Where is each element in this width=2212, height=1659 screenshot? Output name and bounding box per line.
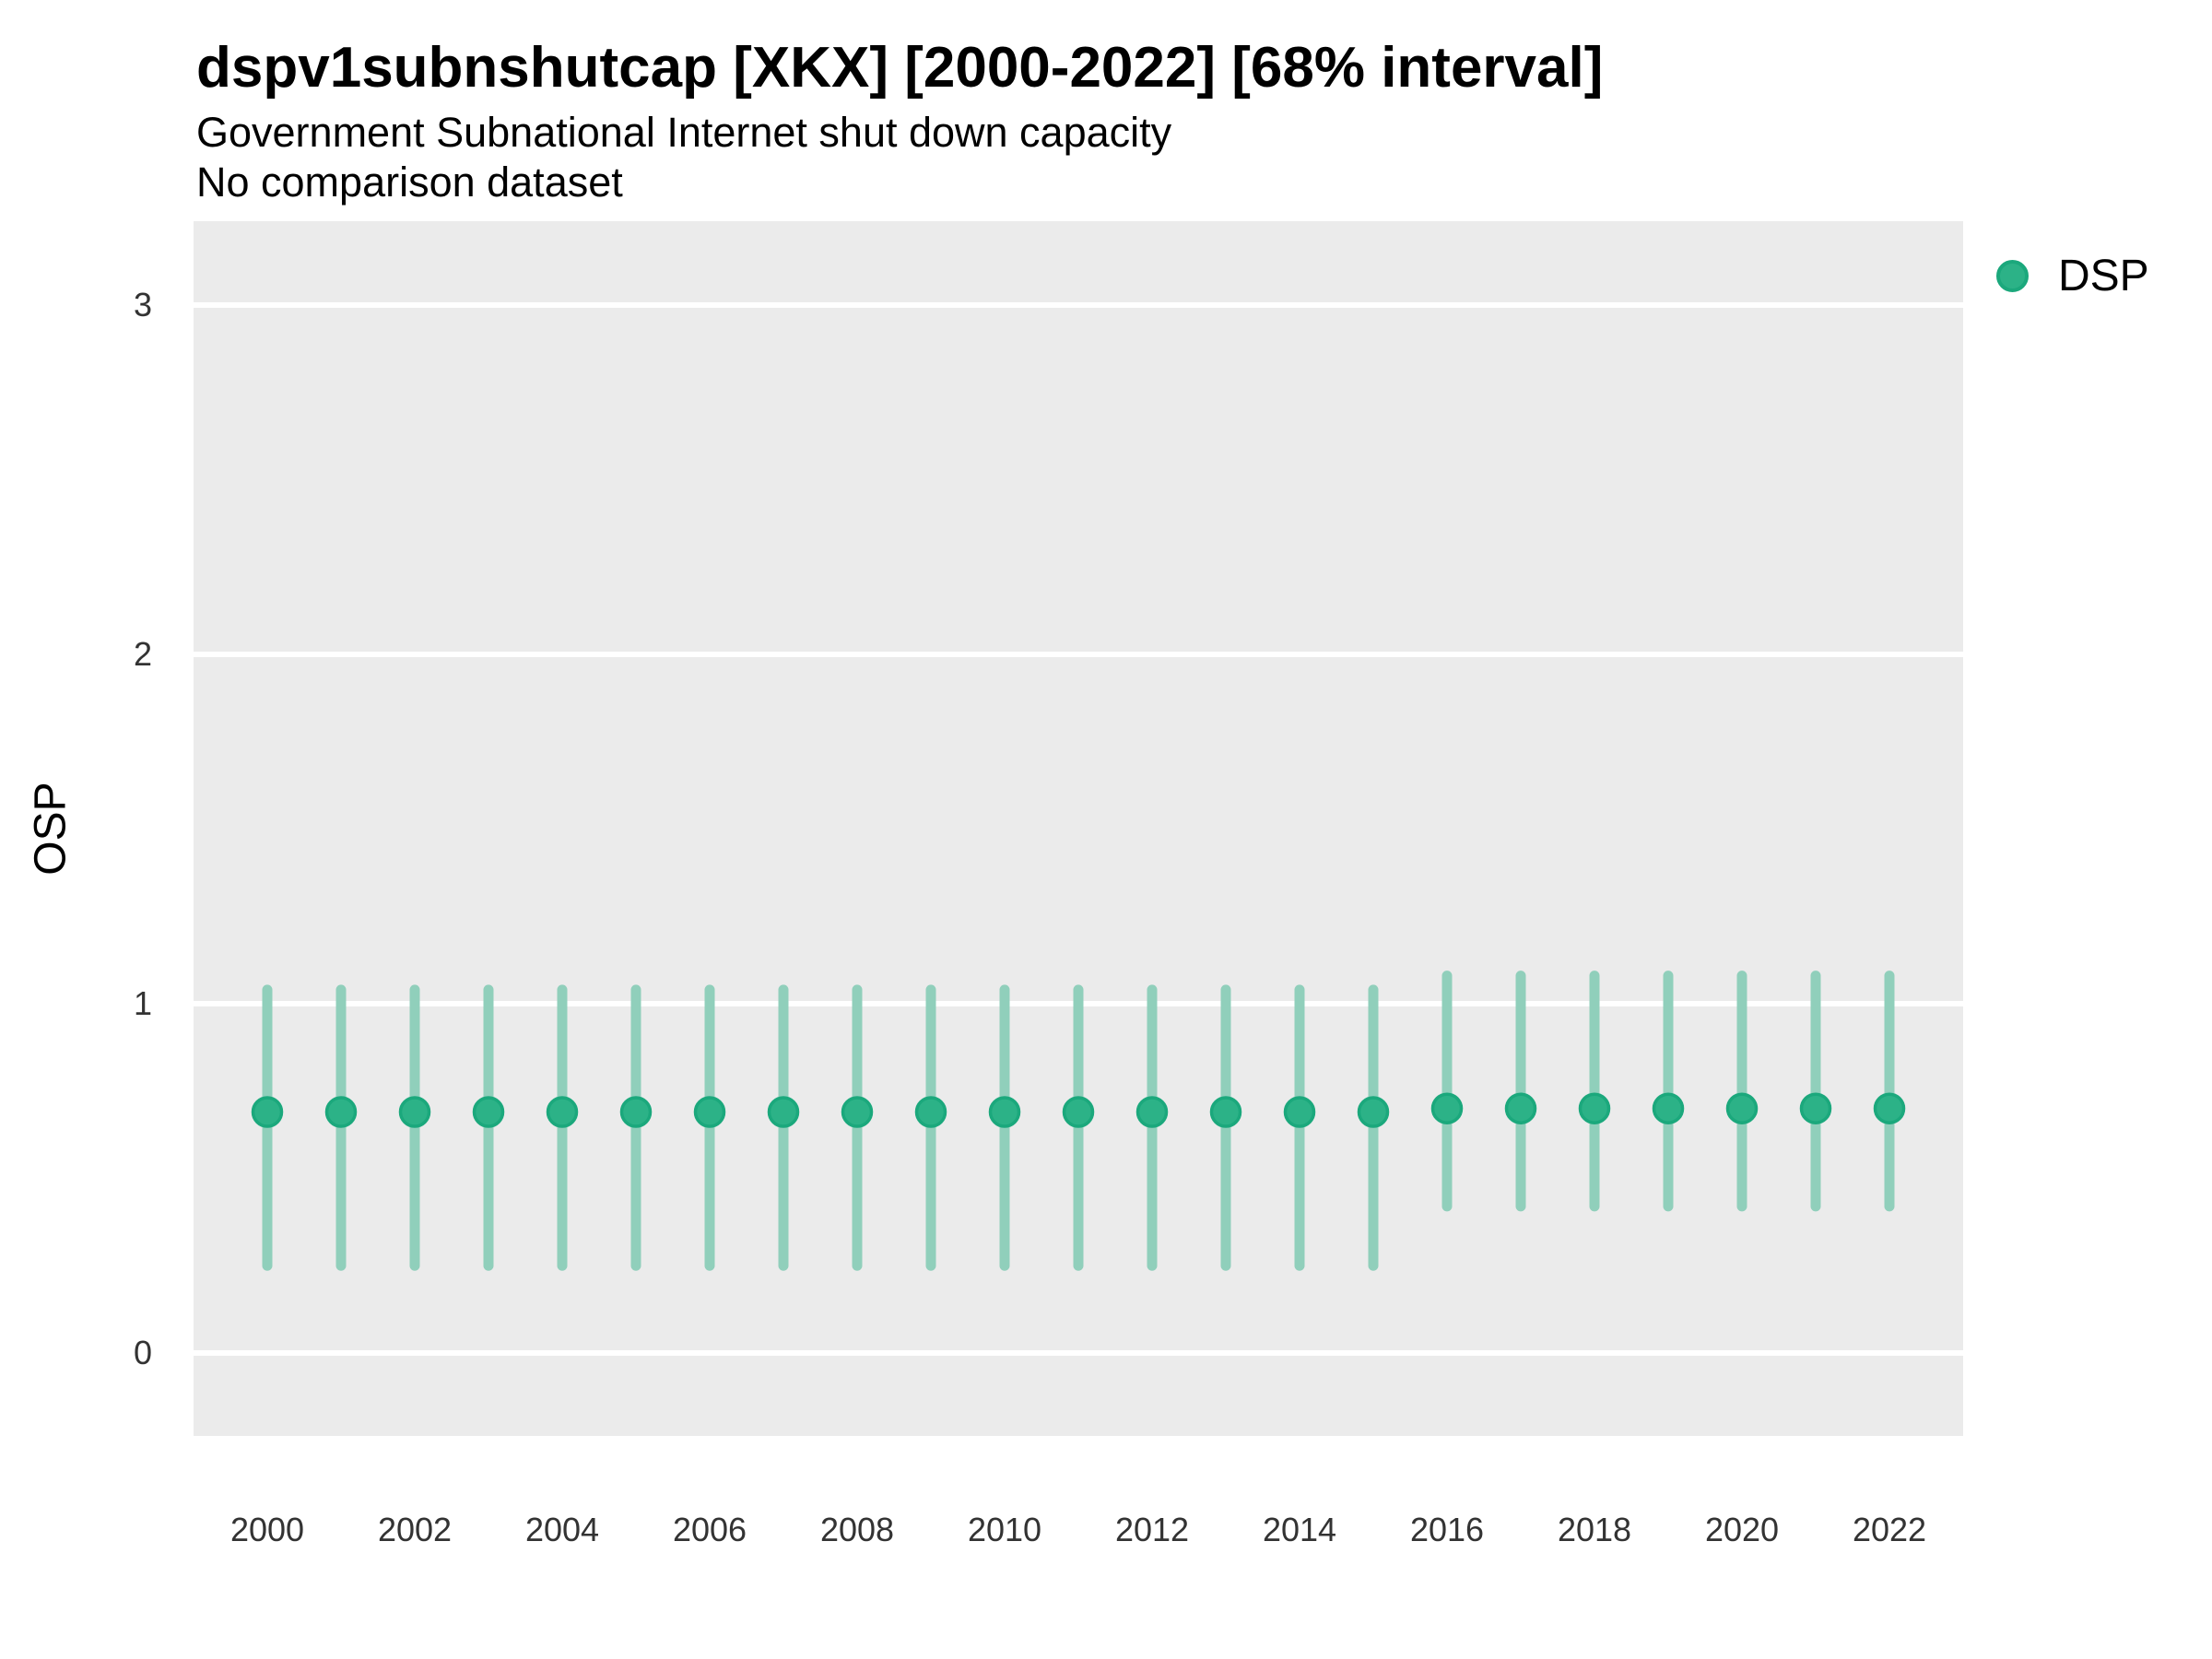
y-axis-title: OSP [26, 782, 76, 876]
plot-panel [194, 221, 1963, 1436]
x-tick-label-2002: 2002 [377, 1511, 453, 1548]
chart-title: dspv1subnshutcap [XKX] [2000-2022] [68% … [196, 36, 1604, 100]
data-point-2006 [693, 1096, 726, 1128]
x-tick-label-2014: 2014 [1262, 1511, 1337, 1548]
data-point-2014 [1283, 1096, 1316, 1128]
data-point-2013 [1209, 1096, 1242, 1128]
x-tick-label-2022: 2022 [1852, 1511, 1927, 1548]
chart-comparison-note: No comparison dataset [196, 159, 623, 206]
data-point-2022 [1873, 1092, 1906, 1124]
data-point-2011 [1062, 1096, 1095, 1128]
data-point-2008 [841, 1096, 874, 1128]
data-point-2021 [1799, 1092, 1832, 1124]
data-point-2016 [1430, 1092, 1464, 1124]
x-tick-label-2008: 2008 [819, 1511, 895, 1548]
data-point-2002 [398, 1096, 431, 1128]
data-point-2010 [988, 1096, 1021, 1128]
x-tick-label-2012: 2012 [1114, 1511, 1190, 1548]
legend: DSP [1996, 251, 2149, 301]
x-tick-label-2018: 2018 [1557, 1511, 1632, 1548]
x-tick-label-2010: 2010 [967, 1511, 1042, 1548]
data-point-2005 [619, 1096, 653, 1128]
x-tick-label-2006: 2006 [672, 1511, 747, 1548]
data-point-2012 [1135, 1096, 1169, 1128]
plot-area-svg [194, 302, 1963, 1356]
legend-point-icon [1996, 260, 2029, 292]
data-point-2009 [914, 1096, 947, 1128]
data-point-2004 [546, 1096, 579, 1128]
gridline-y-3 [194, 302, 1963, 308]
data-point-2020 [1725, 1092, 1759, 1124]
y-tick-label-3: 3 [133, 286, 152, 324]
chart-subtitle: Government Subnational Internet shut dow… [196, 109, 1172, 156]
x-tick-label-2016: 2016 [1409, 1511, 1485, 1548]
y-tick-label-2: 2 [133, 635, 152, 673]
data-point-2000 [251, 1096, 284, 1128]
x-tick-label-2000: 2000 [229, 1511, 305, 1548]
data-point-2017 [1504, 1092, 1537, 1124]
x-tick-label-2004: 2004 [524, 1511, 600, 1548]
data-point-2003 [472, 1096, 505, 1128]
data-point-2007 [767, 1096, 800, 1128]
x-tick-label-2020: 2020 [1704, 1511, 1780, 1548]
gridline-y-0 [194, 1350, 1963, 1356]
data-point-2015 [1357, 1096, 1390, 1128]
data-point-2001 [324, 1096, 358, 1128]
gridline-y-2 [194, 652, 1963, 657]
data-point-2018 [1578, 1092, 1611, 1124]
y-tick-label-1: 1 [133, 984, 152, 1022]
y-tick-label-0: 0 [133, 1334, 152, 1371]
legend-label: DSP [2058, 252, 2149, 300]
data-point-2019 [1652, 1092, 1685, 1124]
